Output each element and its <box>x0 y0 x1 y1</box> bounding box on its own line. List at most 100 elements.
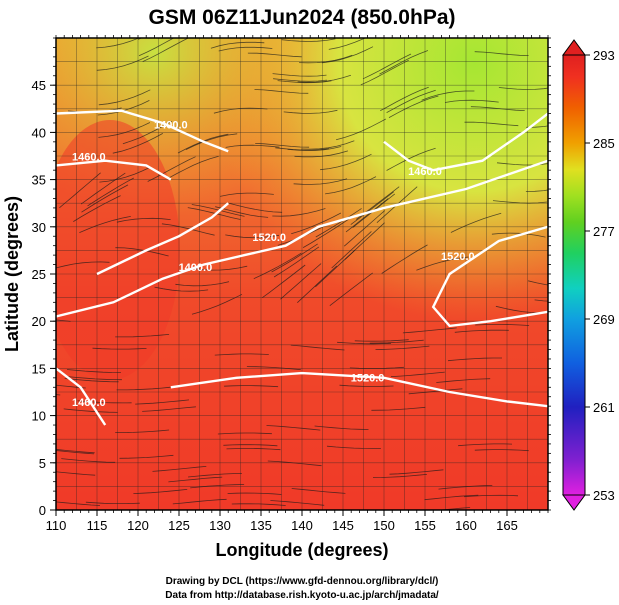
streamline <box>220 192 274 197</box>
colorbar-body <box>562 54 586 496</box>
x-tick-label: 145 <box>332 518 354 533</box>
colorbar-bottom-arrow <box>562 494 586 511</box>
y-tick-label: 0 <box>39 503 46 518</box>
colorbar-tick-label: 277 <box>593 224 615 239</box>
x-axis-label: Longitude (degrees) <box>215 540 388 560</box>
streamline <box>291 212 342 235</box>
streamline <box>64 378 119 383</box>
streamline <box>210 41 265 49</box>
streamline <box>73 195 121 222</box>
streamline <box>339 384 394 387</box>
streamline <box>217 432 272 435</box>
colorbar-top-arrow <box>562 39 586 56</box>
streamline <box>87 177 134 207</box>
streamline <box>187 207 241 220</box>
streamline <box>56 450 95 455</box>
streamline <box>228 202 283 213</box>
streamline <box>96 38 140 49</box>
contour-line <box>96 202 229 276</box>
streamline <box>389 469 444 475</box>
streamline <box>191 204 245 217</box>
streamline <box>302 218 350 248</box>
x-tick-label: 125 <box>168 518 190 533</box>
streamline <box>77 400 132 404</box>
streamline <box>147 156 196 182</box>
streamline <box>337 341 392 345</box>
streamline <box>293 178 348 185</box>
streamline <box>135 399 190 405</box>
streamline <box>345 198 389 233</box>
streamline <box>328 38 366 50</box>
streamline <box>255 143 310 148</box>
credit-data: Data from http://database.rish.kyoto-u.a… <box>165 590 439 601</box>
grid <box>56 38 548 510</box>
streamline <box>116 386 171 391</box>
streamline <box>372 474 427 478</box>
streamline <box>464 121 519 127</box>
streamline <box>56 394 61 396</box>
streamline <box>152 466 207 472</box>
chart-title: GSM 06Z11Jun2024 (850.0hPa) <box>149 6 456 29</box>
contour-label: 1520.0 <box>441 251 475 263</box>
y-axis: 0 5 10 15 20 25 30 35 40 45 <box>32 37 551 518</box>
streamline <box>154 286 209 292</box>
streamline <box>122 120 173 145</box>
streamlines <box>56 38 548 510</box>
streamline <box>438 485 493 490</box>
streamline <box>246 366 301 371</box>
colorbar-ticks: 293 285 277 269 261 253 <box>585 48 615 503</box>
colorbar-tick-label: 293 <box>593 48 615 63</box>
streamline <box>67 376 122 381</box>
colorbar-tick-label: 253 <box>593 488 615 503</box>
streamline <box>335 118 386 141</box>
streamline <box>424 494 479 501</box>
streamline <box>138 38 175 57</box>
streamline <box>450 212 502 233</box>
streamline <box>85 501 140 504</box>
contour-label: 1460.0 <box>72 397 106 409</box>
streamline <box>59 172 101 209</box>
streamline <box>496 162 548 166</box>
streamline <box>301 140 355 150</box>
streamline <box>169 155 219 179</box>
contour-line <box>56 159 548 318</box>
streamline <box>475 324 530 326</box>
y-tick-label: 40 <box>32 125 46 140</box>
streamline <box>247 52 302 58</box>
streamline <box>534 299 548 302</box>
x-tick-label: 140 <box>291 518 313 533</box>
streamline <box>187 473 242 478</box>
y-tick-label: 45 <box>32 78 46 93</box>
streamline <box>369 339 424 344</box>
streamline <box>266 425 321 431</box>
x-tick-label: 130 <box>209 518 231 533</box>
contour-label: 1520.0 <box>351 373 385 385</box>
streamline <box>226 448 281 451</box>
streamline <box>161 223 215 236</box>
y-tick-label: 5 <box>39 456 46 471</box>
contour-line <box>56 367 107 426</box>
credit-drawing: Drawing by DCL (https://www.gfd-dennou.o… <box>166 576 439 587</box>
warm-core-west <box>56 120 180 380</box>
streamline <box>56 501 101 506</box>
y-tick-label: 15 <box>32 361 46 376</box>
streamline <box>408 388 463 395</box>
streamline <box>81 184 129 213</box>
streamline <box>56 449 95 454</box>
streamline <box>491 232 546 238</box>
streamline <box>168 476 223 483</box>
x-tick-label: 120 <box>127 518 149 533</box>
streamline <box>191 293 243 315</box>
streamline <box>458 443 513 447</box>
streamline <box>115 334 170 338</box>
streamline <box>386 147 436 171</box>
streamline <box>421 90 475 101</box>
streamline <box>444 99 499 103</box>
x-tick-label: 110 <box>46 518 67 533</box>
contour-line <box>170 371 548 408</box>
y-axis-label: Latitude (degrees) <box>2 196 22 352</box>
streamline <box>291 488 346 494</box>
streamline <box>79 216 131 233</box>
colorbar-tick-label: 269 <box>593 312 615 327</box>
